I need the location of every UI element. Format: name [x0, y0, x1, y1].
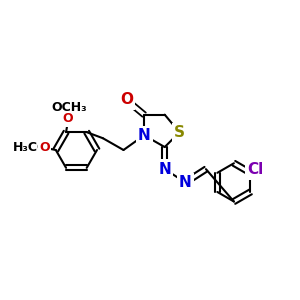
Text: Cl: Cl: [247, 162, 263, 177]
Text: N: N: [179, 175, 192, 190]
Text: OCH₃: OCH₃: [51, 100, 87, 114]
Text: S: S: [174, 125, 185, 140]
Text: O: O: [62, 112, 73, 125]
Text: O: O: [120, 92, 133, 107]
Text: O: O: [39, 141, 50, 154]
Text: N: N: [138, 128, 151, 143]
Text: N: N: [158, 162, 171, 177]
Text: H₃CO: H₃CO: [13, 141, 49, 154]
